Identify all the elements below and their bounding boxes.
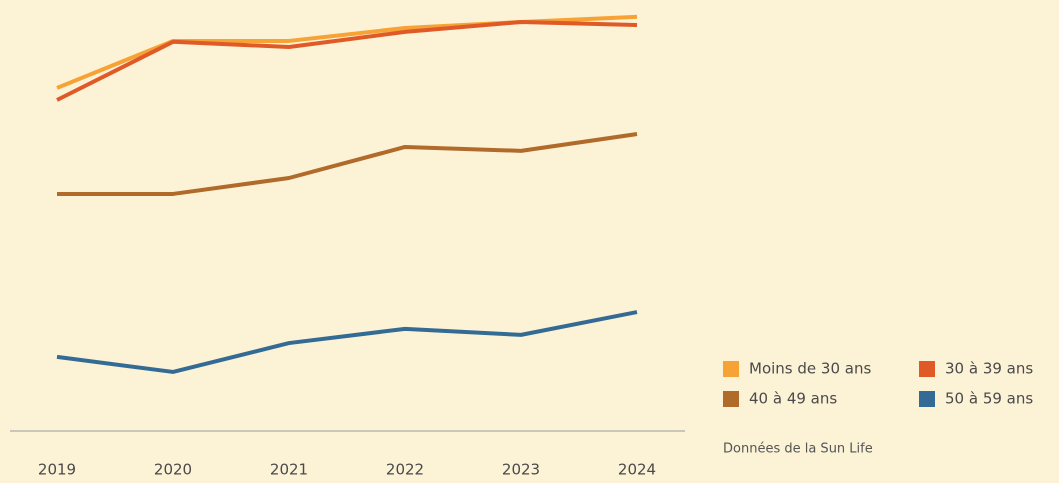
- series-line: [57, 132, 638, 196]
- source-note: Données de la Sun Life: [723, 442, 873, 457]
- legend-swatch: [919, 361, 935, 377]
- legend-swatch: [723, 391, 739, 407]
- x-tick-label: 2024: [618, 461, 656, 479]
- legend-swatch: [723, 361, 739, 377]
- x-tick-label: 2019: [38, 461, 76, 479]
- legend-swatch: [919, 391, 935, 407]
- x-tick-label: 2022: [386, 461, 424, 479]
- legend-label: 30 à 39 ans: [945, 360, 1033, 378]
- series-line: [56, 310, 638, 374]
- x-tick-label: 2020: [154, 461, 192, 479]
- legend-label: 40 à 49 ans: [749, 390, 837, 408]
- series-line: [56, 19, 638, 102]
- x-tick-label: 2023: [502, 461, 540, 479]
- x-tick-label: 2021: [270, 461, 308, 479]
- legend-label: Moins de 30 ans: [749, 360, 871, 378]
- legend-label: 50 à 59 ans: [945, 390, 1033, 408]
